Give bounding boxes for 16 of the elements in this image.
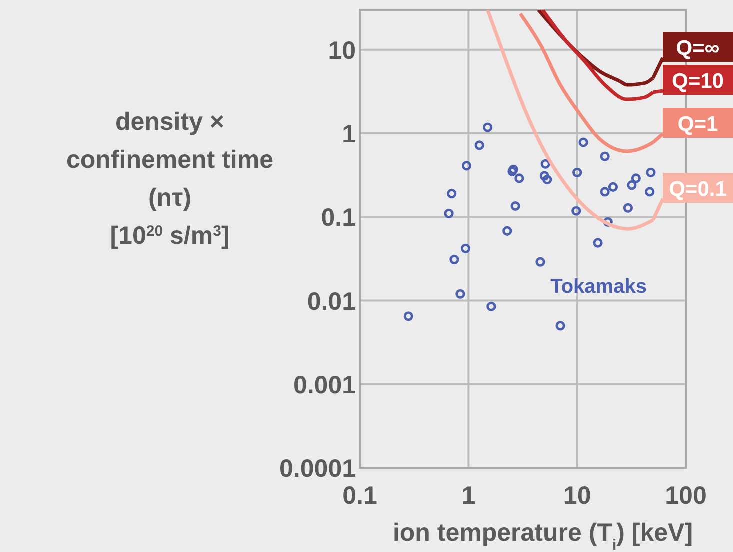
series-label: Tokamaks: [550, 276, 647, 298]
y-tick-label: 0.01: [307, 288, 356, 316]
series-label: Q=0.1: [669, 178, 728, 201]
y-tick-label: 0.1: [321, 204, 356, 232]
y-tick-label: 10: [328, 36, 356, 65]
x-tick-label: 100: [665, 482, 707, 510]
y-tick-label: 0.0001: [280, 455, 356, 483]
x-tick-label: 10: [563, 482, 592, 510]
x-axis-title: ion temperature (T$_{i}$) [keV]: [392, 519, 694, 552]
y-tick-label: 1: [342, 120, 356, 149]
legend-label: Q=1: [678, 113, 718, 136]
series-label: Q=∞: [676, 37, 720, 60]
legend-label: Q=10: [672, 70, 724, 93]
y-tick-label: 0.001: [293, 371, 356, 400]
x-tick-label: 1: [462, 482, 476, 510]
y-axis-title: density × confinement time (nτ) [10$^{20}$ s/m$^{3}$]: [66, 108, 274, 250]
